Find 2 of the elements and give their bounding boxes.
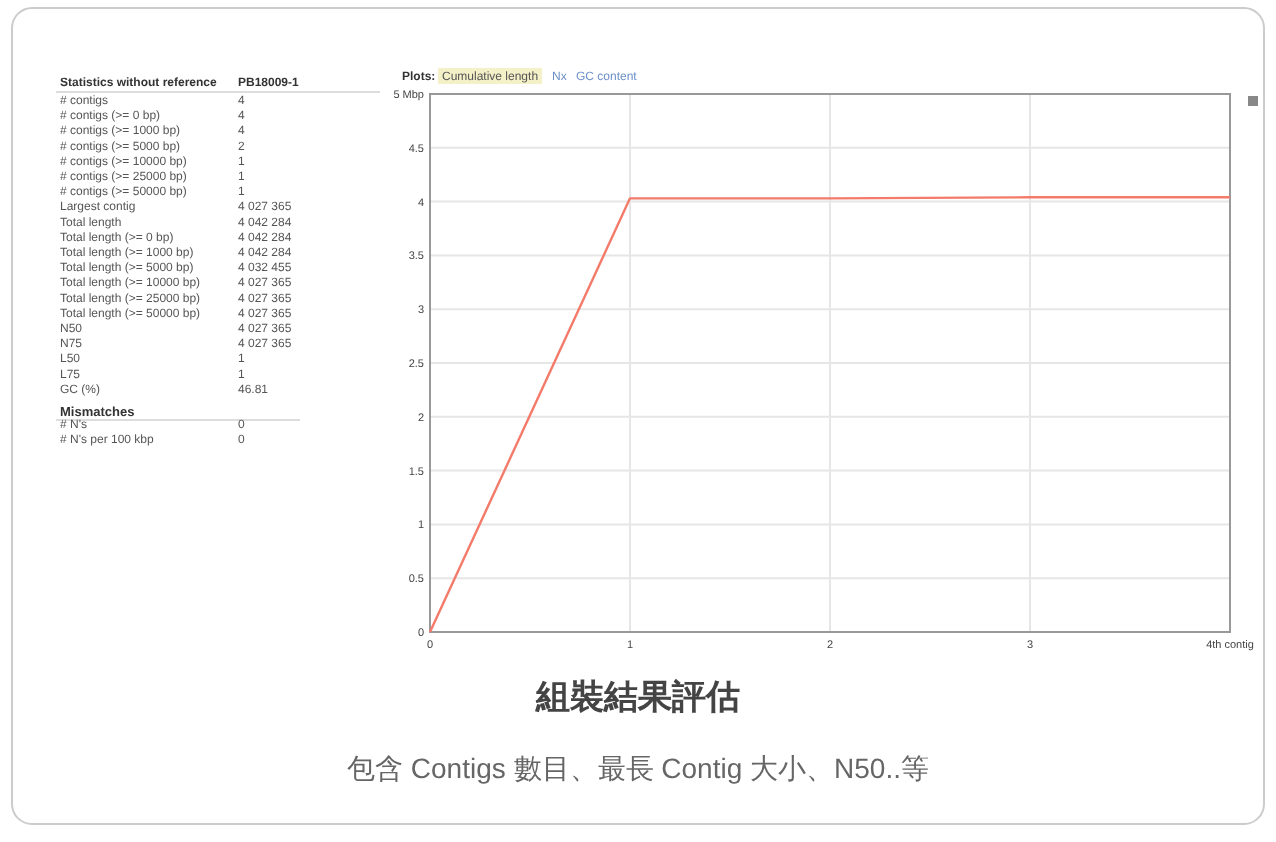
text: 包含 Contigs 數目、最長 Contig 大小、N50..等 (347, 752, 929, 784)
text: 組裝結果評估 (534, 678, 740, 716)
